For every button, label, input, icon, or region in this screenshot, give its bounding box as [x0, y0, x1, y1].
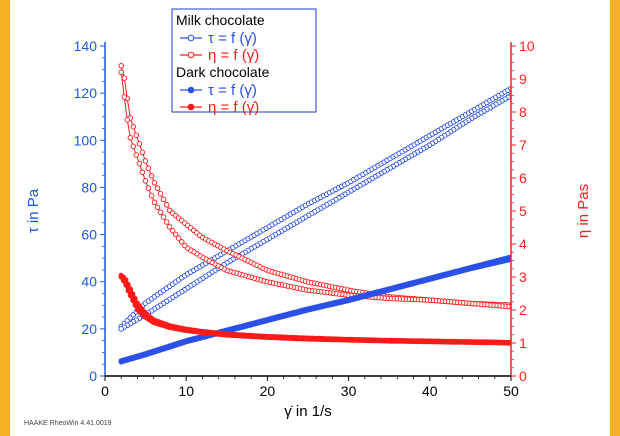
data-point — [118, 274, 124, 280]
data-point — [166, 224, 173, 230]
data-point — [130, 297, 136, 303]
series-milk-chocolate-eta — [118, 63, 511, 310]
data-point — [118, 69, 124, 76]
data-point — [169, 227, 176, 234]
data-point — [127, 135, 134, 141]
data-point — [175, 235, 182, 241]
x-tick-label: 30 — [341, 383, 357, 399]
data-point — [178, 239, 185, 245]
legend-item-label: η = f (γ̇) — [208, 47, 259, 64]
x-axis-title: γ̇ in 1/s — [284, 403, 332, 420]
data-point — [133, 132, 140, 138]
axes-layer: 0 10 20 30 40 5002040608010012014001234567891… — [25, 38, 592, 420]
data-point — [121, 75, 128, 81]
data-point — [136, 141, 143, 147]
left-tick-label: 0 — [89, 368, 97, 384]
right-tick-label: 6 — [519, 170, 527, 186]
software-footer: HAAKE RheoWin 4.41.0019 — [24, 420, 112, 427]
data-point — [148, 173, 155, 179]
right-tick-label: 4 — [519, 236, 527, 252]
data-point — [151, 199, 158, 206]
left-tick-label: 120 — [74, 85, 98, 101]
right-tick-label: 3 — [519, 269, 527, 285]
data-point — [123, 282, 129, 288]
right-tick-label: 9 — [519, 71, 527, 87]
data-point — [163, 202, 170, 208]
data-point — [118, 63, 124, 69]
right-tick-label: 1 — [519, 335, 527, 351]
right-axis-title: η in Pas — [575, 184, 592, 238]
series-dark-chocolate-eta — [118, 272, 511, 346]
left-tick-label: 80 — [81, 179, 97, 195]
series-milk-chocolate-tau — [118, 85, 511, 332]
rheology-chart: 0 10 20 30 40 5002040608010012014001234567891… — [25, 8, 592, 420]
legend-group-title: Dark chocolate — [176, 64, 270, 80]
data-point — [133, 152, 140, 158]
data-point — [145, 185, 152, 191]
left-tick-label: 140 — [74, 38, 98, 54]
legend-group-title: Milk chocolate — [176, 12, 265, 28]
series-dark-chocolate-tau — [118, 254, 511, 365]
chart-panel: 0 10 20 30 40 50 0 20 40 60 80 100 120 140 0 1 2 3 4 5 6 7 8 9 1… — [10, 0, 610, 436]
data-point — [139, 149, 146, 156]
data-point — [163, 219, 170, 225]
data-point — [124, 117, 131, 123]
data-point — [136, 160, 143, 167]
legend-box — [171, 8, 317, 113]
left-axis-title: τ in Pa — [25, 188, 42, 233]
right-tick-label: 2 — [519, 302, 527, 318]
data-point — [121, 94, 128, 100]
data-point — [142, 178, 149, 184]
left-tick-label: 40 — [81, 274, 97, 290]
data-point — [154, 204, 161, 210]
data-point — [127, 293, 134, 299]
data-point — [130, 143, 137, 150]
legend-marker — [187, 34, 195, 42]
data-point — [125, 288, 131, 294]
data-point — [134, 307, 140, 313]
legend-marker — [187, 103, 195, 111]
data-point — [118, 359, 124, 365]
right-tick-label: 10 — [519, 38, 535, 54]
data-point — [154, 185, 161, 191]
legend-item-label: τ = f (γ̇) — [208, 30, 257, 47]
legend-marker — [187, 86, 195, 94]
data-point — [151, 179, 158, 186]
x-tick-label: 0 — [101, 383, 109, 399]
left-tick-label: 20 — [81, 321, 97, 337]
x-tick-label: 50 — [503, 383, 519, 399]
data-point — [130, 123, 137, 130]
data-point — [157, 209, 164, 215]
data-point — [181, 242, 188, 249]
right-tick-label: 8 — [519, 104, 527, 120]
right-tick-label: 7 — [519, 137, 527, 153]
x-tick-label: 10 — [178, 383, 194, 399]
data-point — [120, 278, 127, 284]
data-point — [148, 192, 155, 199]
x-tick-label: 20 — [260, 383, 276, 399]
data-point — [145, 165, 152, 172]
data-point — [139, 169, 146, 175]
data-point — [160, 214, 167, 220]
data-point — [157, 190, 164, 197]
legend-item-label: η = f (γ̇) — [208, 99, 259, 116]
data-point — [132, 302, 138, 308]
legend-item-label: τ = f (γ̇) — [208, 82, 257, 99]
right-tick-label: 5 — [519, 203, 527, 219]
x-tick-label: 40 — [422, 383, 438, 399]
data-point — [172, 231, 179, 238]
legend-marker — [187, 51, 195, 59]
data-point — [160, 196, 167, 203]
left-tick-label: 60 — [81, 227, 97, 243]
data-point — [118, 326, 124, 332]
left-tick-label: 100 — [74, 132, 98, 148]
right-tick-label: 0 — [519, 368, 527, 384]
data-layer — [118, 63, 511, 365]
data-point — [142, 158, 149, 164]
